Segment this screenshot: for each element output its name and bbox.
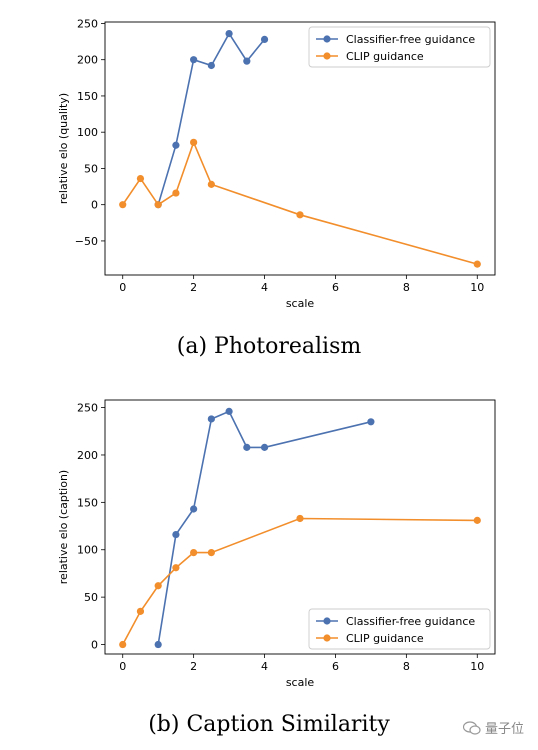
x-tick-label: 10 bbox=[470, 660, 484, 673]
x-tick-label: 8 bbox=[403, 281, 410, 294]
data-point bbox=[207, 548, 215, 557]
data-point bbox=[172, 530, 180, 539]
legend-marker bbox=[323, 52, 331, 60]
caption-caption-similarity: (b) Caption Similarity bbox=[148, 712, 390, 737]
data-point bbox=[473, 260, 481, 268]
data-point bbox=[260, 443, 269, 451]
data-point bbox=[190, 56, 198, 64]
x-tick-label: 2 bbox=[190, 281, 197, 294]
data-point bbox=[119, 201, 127, 209]
legend-box bbox=[308, 608, 491, 650]
x-axis-label: scale bbox=[286, 676, 315, 689]
y-tick-label: 250 bbox=[77, 17, 98, 30]
x-tick-label: 6 bbox=[332, 281, 339, 294]
data-point bbox=[225, 29, 233, 38]
chart-photorealism: 0 2 4 6 8 10 −50 0 50 100 150 200 250 scale relative e… bbox=[57, 17, 496, 310]
series-line bbox=[122, 140, 478, 265]
y-axis-label: relative elo (caption) bbox=[57, 470, 70, 584]
x-tick-label: 6 bbox=[332, 660, 339, 673]
legend-label: Classifier-free guidance bbox=[346, 615, 475, 628]
y-tick-label: 0 bbox=[91, 199, 98, 212]
y-tick-label: 100 bbox=[77, 126, 98, 139]
data-point bbox=[367, 418, 375, 426]
x-tick-label: 8 bbox=[403, 660, 410, 673]
data-point bbox=[243, 443, 251, 451]
legend-marker bbox=[323, 634, 331, 642]
data-point bbox=[154, 582, 162, 590]
data-point bbox=[296, 211, 304, 219]
data-point bbox=[190, 138, 198, 146]
data-point bbox=[136, 607, 145, 615]
x-tick-label: 0 bbox=[119, 660, 126, 673]
legend-box bbox=[308, 26, 491, 68]
y-tick-label: 200 bbox=[77, 54, 98, 67]
data-point bbox=[154, 640, 162, 649]
data-point bbox=[207, 61, 215, 70]
y-tick-label: 50 bbox=[84, 162, 98, 175]
x-tick-label: 4 bbox=[261, 660, 268, 673]
y-tick-label: 150 bbox=[77, 496, 98, 509]
data-point bbox=[172, 564, 180, 572]
legend-label: CLIP guidance bbox=[346, 50, 424, 63]
y-tick-label: 0 bbox=[91, 639, 98, 652]
data-point bbox=[172, 189, 180, 197]
x-tick-label: 0 bbox=[119, 281, 126, 294]
data-point bbox=[207, 180, 215, 188]
data-point bbox=[172, 141, 180, 149]
watermark: 量子位 bbox=[462, 718, 524, 737]
x-tick-label: 4 bbox=[261, 281, 268, 294]
data-point bbox=[260, 35, 269, 43]
data-point bbox=[119, 640, 127, 649]
x-axis-label: scale bbox=[286, 297, 315, 310]
data-point bbox=[190, 548, 198, 557]
y-tick-label: 150 bbox=[77, 90, 98, 103]
y-tick-label: −50 bbox=[75, 235, 98, 248]
plot-frame bbox=[104, 399, 496, 655]
data-point bbox=[473, 516, 481, 524]
data-point bbox=[190, 505, 198, 513]
legend-label: CLIP guidance bbox=[346, 632, 424, 645]
x-tick-label: 10 bbox=[470, 281, 484, 294]
data-point bbox=[243, 57, 251, 65]
watermark-text: 量子位 bbox=[484, 722, 524, 737]
legend-marker bbox=[323, 617, 331, 625]
plot-frame bbox=[104, 21, 496, 276]
data-point bbox=[136, 174, 145, 183]
y-tick-label: 50 bbox=[84, 591, 98, 604]
y-tick-label: 200 bbox=[77, 449, 98, 462]
y-axis-label: relative elo (quality) bbox=[57, 93, 70, 204]
data-point bbox=[296, 514, 304, 523]
legend-marker bbox=[323, 35, 331, 43]
y-tick-label: 250 bbox=[77, 402, 98, 415]
data-point bbox=[207, 415, 215, 423]
series-line bbox=[121, 517, 478, 645]
legend-label: Classifier-free guidance bbox=[346, 33, 475, 46]
data-point bbox=[225, 407, 233, 415]
data-point bbox=[154, 201, 162, 209]
y-tick-label: 100 bbox=[77, 544, 98, 557]
caption-photorealism: (a) Photorealism bbox=[176, 334, 362, 359]
x-tick-label: 2 bbox=[190, 660, 197, 673]
wechat-icon bbox=[462, 721, 481, 735]
